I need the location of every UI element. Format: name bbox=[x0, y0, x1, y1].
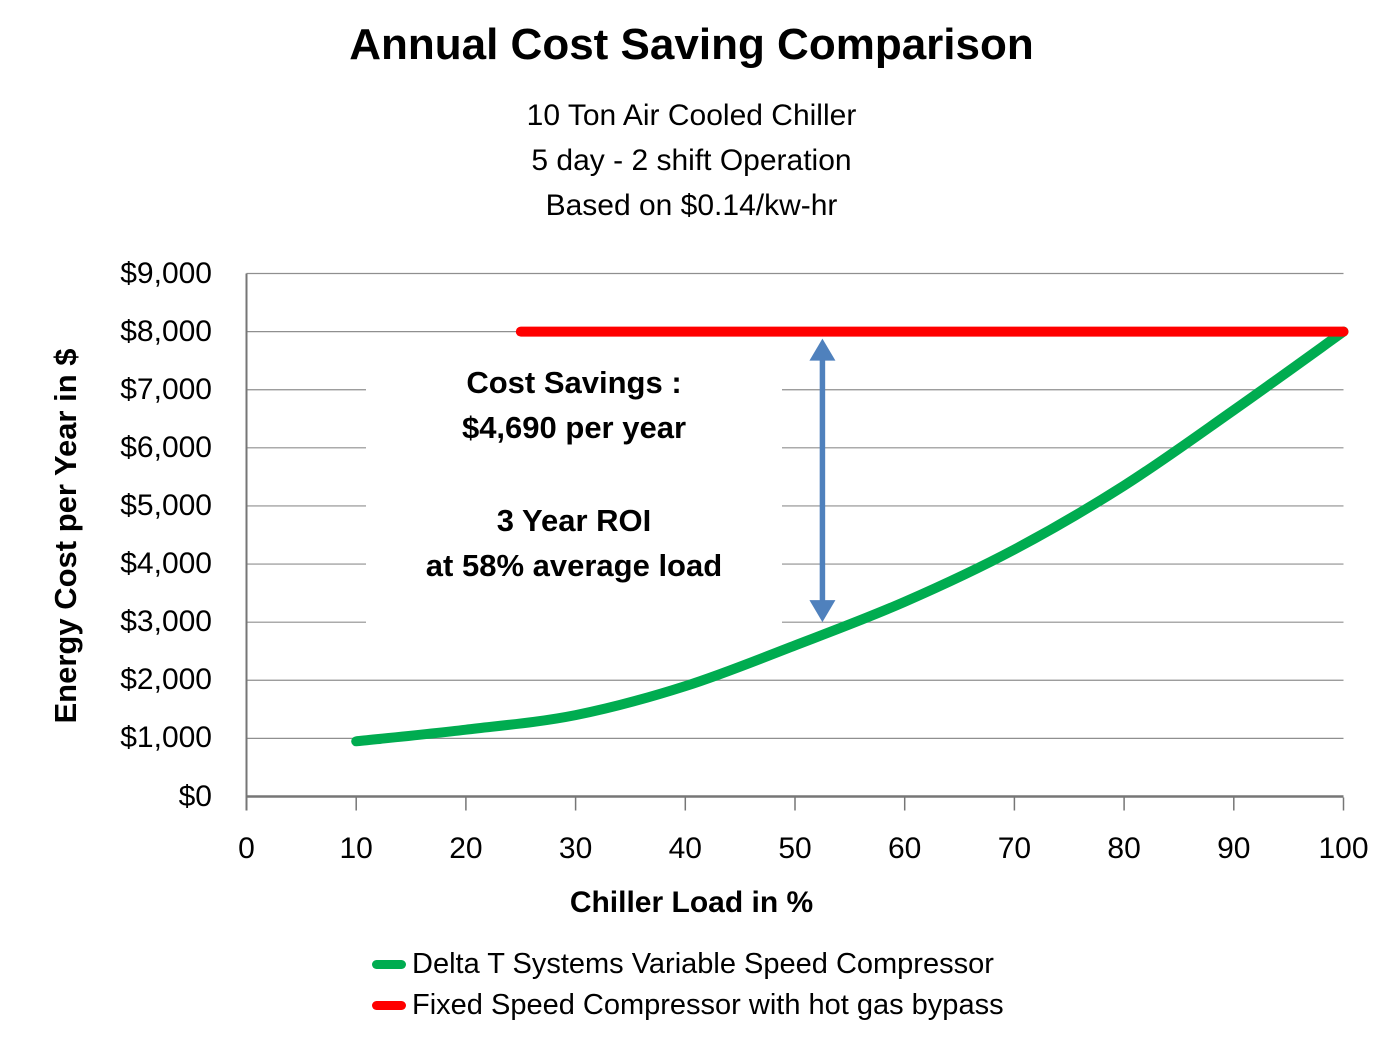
legend-swatch-red-line-icon bbox=[372, 1001, 406, 1010]
subtitle-line-1: 10 Ton Air Cooled Chiller bbox=[526, 99, 857, 132]
chart-annotation-box: Cost Savings : $4,690 per year 3 Year RO… bbox=[366, 352, 782, 626]
legend-label-fixed-speed: Fixed Speed Compressor with hot gas bypa… bbox=[412, 989, 1004, 1021]
series-line-variable-speed bbox=[351, 326, 1349, 747]
chart-subtitles: 10 Ton Air Cooled Chiller 5 day - 2 shif… bbox=[0, 93, 1383, 228]
legend-item-variable-speed: Delta T Systems Variable Speed Compresso… bbox=[372, 944, 1004, 985]
subtitle-line-2: 5 day - 2 shift Operation bbox=[531, 144, 852, 177]
subtitle-line-3: Based on $0.14/kw-hr bbox=[545, 189, 838, 222]
roi-annotation-line-2: at 58% average load bbox=[425, 548, 723, 583]
savings-arrow-up-head-icon bbox=[809, 338, 836, 361]
page-title: Annual Cost Saving Comparison bbox=[349, 20, 1034, 69]
annotation-spacer bbox=[366, 450, 782, 498]
legend: Delta T Systems Variable Speed Compresso… bbox=[372, 944, 1004, 1026]
cost-savings-annotation-line-2: $4,690 per year bbox=[461, 410, 687, 445]
y-axis-title: Energy Cost per Year in $ bbox=[48, 348, 83, 724]
roi-annotation-line-1: 3 Year ROI bbox=[496, 503, 652, 538]
cost-savings-annotation-line-1: Cost Savings : bbox=[466, 365, 682, 400]
legend-label-variable-speed: Delta T Systems Variable Speed Compresso… bbox=[412, 948, 994, 980]
x-axis-title: Chiller Load in % bbox=[569, 886, 814, 919]
savings-arrow-down-head-icon bbox=[809, 600, 836, 623]
legend-item-fixed-speed: Fixed Speed Compressor with hot gas bypa… bbox=[372, 985, 1004, 1026]
legend-swatch-green-line-icon bbox=[372, 960, 406, 969]
